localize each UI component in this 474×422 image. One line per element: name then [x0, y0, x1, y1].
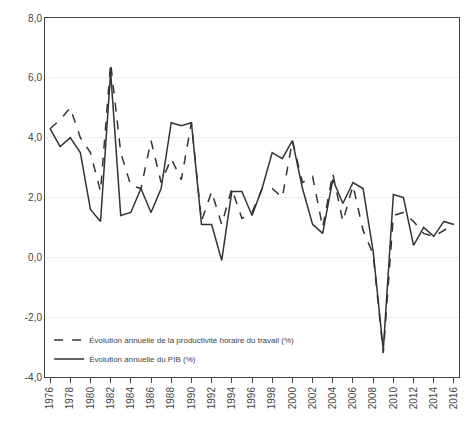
- svg-text:1980: 1980: [85, 387, 96, 410]
- svg-text:1992: 1992: [206, 387, 217, 410]
- svg-text:8,0: 8,0: [28, 13, 42, 24]
- svg-text:Évolution annuelle du PIB (%): Évolution annuelle du PIB (%): [89, 355, 196, 364]
- svg-text:1976: 1976: [44, 387, 55, 410]
- svg-text:2006: 2006: [347, 387, 358, 410]
- svg-text:2000: 2000: [287, 387, 298, 410]
- svg-text:2004: 2004: [327, 387, 338, 410]
- svg-text:-4,0: -4,0: [25, 372, 43, 383]
- svg-text:2010: 2010: [388, 387, 399, 410]
- svg-text:1994: 1994: [226, 387, 237, 410]
- svg-text:1988: 1988: [165, 387, 176, 410]
- svg-text:2012: 2012: [408, 387, 419, 410]
- svg-text:Évolution annuelle de la produ: Évolution annuelle de la productivité ho…: [89, 336, 294, 345]
- svg-text:1996: 1996: [246, 387, 257, 410]
- svg-text:1998: 1998: [266, 387, 277, 410]
- svg-text:1986: 1986: [145, 387, 156, 410]
- svg-text:1978: 1978: [64, 387, 75, 410]
- svg-text:2014: 2014: [428, 387, 439, 410]
- svg-text:2002: 2002: [307, 387, 318, 410]
- svg-text:0,0: 0,0: [28, 252, 42, 263]
- svg-text:1982: 1982: [105, 387, 116, 410]
- svg-text:2016: 2016: [448, 387, 459, 410]
- svg-text:2,0: 2,0: [28, 192, 42, 203]
- svg-text:-2,0: -2,0: [25, 312, 43, 323]
- svg-text:1984: 1984: [125, 387, 136, 410]
- svg-text:4,0: 4,0: [28, 132, 42, 143]
- svg-text:2008: 2008: [367, 387, 378, 410]
- svg-text:1990: 1990: [186, 387, 197, 410]
- svg-text:6,0: 6,0: [28, 72, 42, 83]
